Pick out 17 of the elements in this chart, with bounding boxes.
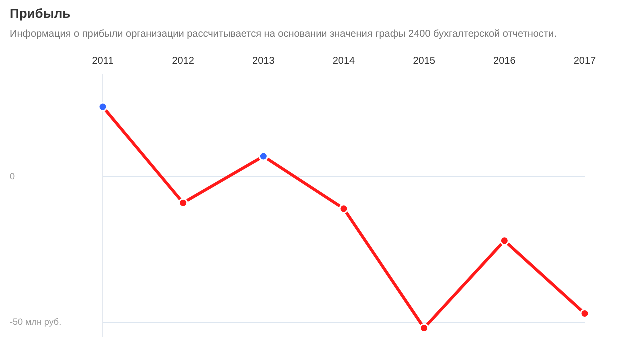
chart-title: Прибыль [10, 6, 71, 21]
point [339, 204, 349, 214]
chart-subtitle: Информация о прибыли организации рассчитывается на основании значения графы 2400 бухгалтерской отчетности. [10, 29, 557, 40]
x-tick-label: 2014 [332, 56, 356, 67]
point [178, 198, 188, 208]
y-tick-label: 0 [10, 171, 16, 182]
x-tick-label: 2015 [413, 56, 436, 67]
x-tick-label: 2011 [92, 56, 114, 67]
point [258, 152, 268, 162]
point [98, 102, 108, 112]
x-tick-label: 2012 [172, 56, 195, 67]
x-tick-label: 2017 [574, 56, 597, 67]
point [500, 236, 510, 246]
y-tick-label: -50 млн руб. [10, 316, 62, 327]
x-tick-label: 2016 [494, 56, 516, 67]
point [580, 308, 590, 318]
x-tick-label: 2013 [252, 56, 276, 67]
